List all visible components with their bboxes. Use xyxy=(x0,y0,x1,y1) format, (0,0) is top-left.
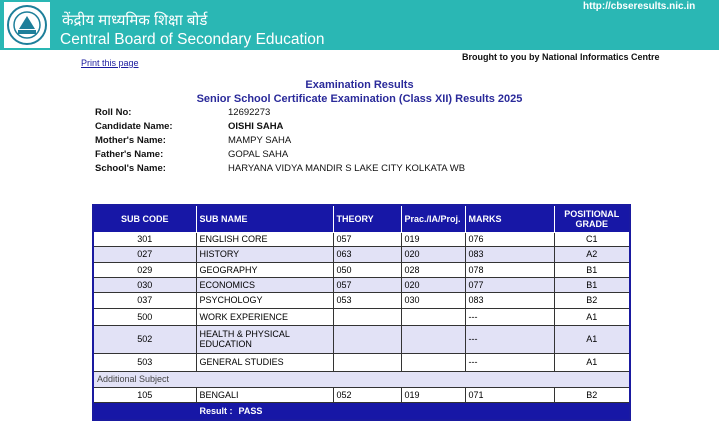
header-row: SUB CODE SUB NAME THEORY Prac./IA/Proj. MARK… xyxy=(92,204,631,233)
cell-practical xyxy=(400,324,466,354)
cell-code: 301 xyxy=(92,231,197,247)
cell-practical: 020 xyxy=(400,245,466,263)
result-blank xyxy=(92,401,197,421)
cell-theory: 063 xyxy=(332,245,402,263)
subject-row: 503 GENERAL STUDIES --- A1 xyxy=(92,352,631,372)
cell-marks: 076 xyxy=(464,231,555,247)
result-row: Result : PASS xyxy=(92,401,631,421)
subject-row: 502 HEALTH & PHYSICAL EDUCATION --- A1 xyxy=(92,324,631,354)
column-header: SUB NAME xyxy=(195,204,334,233)
result-cell: Result : PASS xyxy=(195,401,631,421)
field-label: Roll No: xyxy=(95,107,132,118)
cell-marks: 083 xyxy=(464,291,555,309)
subject-row: 105 BENGALI 052 019 071 B2 xyxy=(92,386,631,403)
cell-theory xyxy=(332,307,402,326)
board-title: Central Board of Secondary Education xyxy=(60,31,325,48)
subject-row: 500 WORK EXPERIENCE --- A1 xyxy=(92,307,631,326)
cell-code: 029 xyxy=(92,261,197,278)
cell-name: BENGALI xyxy=(195,386,334,403)
cell-name: ENGLISH CORE xyxy=(195,231,334,247)
cell-name: GEOGRAPHY xyxy=(195,261,334,278)
cell-marks: 071 xyxy=(464,386,555,403)
cell-practical: 019 xyxy=(400,386,466,403)
cell-practical: 028 xyxy=(400,261,466,278)
header-band xyxy=(0,0,719,50)
cell-theory: 050 xyxy=(332,261,402,278)
column-header: THEORY xyxy=(332,204,402,233)
results-heading: Examination Results xyxy=(305,79,414,91)
cell-name: ECONOMICS xyxy=(195,276,334,293)
cell-code: 105 xyxy=(92,386,197,403)
cell-grade: A1 xyxy=(553,324,631,354)
cell-grade: B2 xyxy=(553,386,631,403)
cell-marks: 083 xyxy=(464,245,555,263)
cell-grade: B1 xyxy=(553,261,631,278)
cell-theory xyxy=(332,352,402,372)
cell-name: GENERAL STUDIES xyxy=(195,352,334,372)
cell-grade: B1 xyxy=(553,276,631,293)
cell-theory xyxy=(332,324,402,354)
field-value: MAMPY SAHA xyxy=(228,135,292,146)
cell-grade: A1 xyxy=(553,352,631,372)
subject-row: 029 GEOGRAPHY 050 028 078 B1 xyxy=(92,261,631,278)
cell-marks: 078 xyxy=(464,261,555,278)
cell-name: PSYCHOLOGY xyxy=(195,291,334,309)
cell-theory: 052 xyxy=(332,386,402,403)
field-label: School's Name: xyxy=(95,163,166,174)
print-link[interactable]: Print this page xyxy=(81,58,139,68)
cell-practical: 030 xyxy=(400,291,466,309)
field-label: Mother's Name: xyxy=(95,135,166,146)
field-label: Father's Name: xyxy=(95,149,164,160)
field-label: Candidate Name: xyxy=(95,121,173,132)
cell-grade: A1 xyxy=(553,307,631,326)
cell-code: 503 xyxy=(92,352,197,372)
column-header: Prac./IA/Proj. xyxy=(400,204,466,233)
logo xyxy=(4,2,50,48)
result-value: PASS xyxy=(238,405,263,416)
field-value: 12692273 xyxy=(228,107,271,118)
field-value: HARYANA VIDYA MANDIR S LAKE CITY KOLKATA… xyxy=(228,163,466,174)
cell-theory: 053 xyxy=(332,291,402,309)
cell-practical xyxy=(400,307,466,326)
subject-row: 301 ENGLISH CORE 057 019 076 C1 xyxy=(92,231,631,247)
cell-grade: C1 xyxy=(553,231,631,247)
cell-practical: 020 xyxy=(400,276,466,293)
cell-name: WORK EXPERIENCE xyxy=(195,307,334,326)
hindi-title: केंद्रीय माध्यमिक शिक्षा बोर्ड xyxy=(62,12,208,29)
additional-row: Additional Subject xyxy=(92,370,631,388)
cell-marks: --- xyxy=(464,307,555,326)
cell-code: 500 xyxy=(92,307,197,326)
additional-label: Additional Subject xyxy=(92,370,631,388)
cell-name: HEALTH & PHYSICAL EDUCATION xyxy=(195,324,334,354)
cell-code: 030 xyxy=(92,276,197,293)
result-label: Result : xyxy=(199,405,233,416)
cell-marks: --- xyxy=(464,324,555,354)
field-value: GOPAL SAHA xyxy=(228,149,289,160)
cell-code: 502 xyxy=(92,324,197,354)
cell-code: 037 xyxy=(92,291,197,309)
cell-name: HISTORY xyxy=(195,245,334,263)
column-header: POSITIONAL GRADE xyxy=(553,204,631,233)
credit: Brought to you by National Informatics C… xyxy=(462,52,660,62)
field-value: OISHI SAHA xyxy=(228,121,284,132)
cell-practical: 019 xyxy=(400,231,466,247)
column-header: MARKS xyxy=(464,204,555,233)
cell-marks: --- xyxy=(464,352,555,372)
marks-table: SUB CODE SUB NAME THEORY Prac./IA/Proj. MARK… xyxy=(92,204,631,421)
site-url: http://cbseresults.nic.in xyxy=(583,1,696,12)
cell-theory: 057 xyxy=(332,276,402,293)
subject-row: 027 HISTORY 063 020 083 A2 xyxy=(92,245,631,263)
cell-marks: 077 xyxy=(464,276,555,293)
subject-row: 030 ECONOMICS 057 020 077 B1 xyxy=(92,276,631,293)
cell-practical xyxy=(400,352,466,372)
subject-row: 037 PSYCHOLOGY 053 030 083 B2 xyxy=(92,291,631,309)
cell-theory: 057 xyxy=(332,231,402,247)
results-subheading: Senior School Certificate Examination (C… xyxy=(196,93,523,105)
cell-grade: A2 xyxy=(553,245,631,263)
column-header: SUB CODE xyxy=(92,204,197,233)
cell-code: 027 xyxy=(92,245,197,263)
cell-grade: B2 xyxy=(553,291,631,309)
